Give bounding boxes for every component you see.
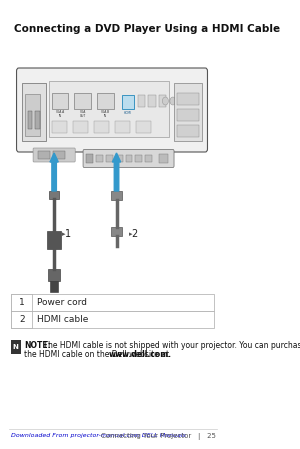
Bar <box>125 155 132 162</box>
Bar <box>73 121 88 133</box>
FancyBboxPatch shape <box>16 68 208 152</box>
Text: the HDMI cable on the Dell website at: the HDMI cable on the Dell website at <box>24 350 172 359</box>
Text: IN: IN <box>58 114 62 118</box>
Bar <box>25 94 40 136</box>
Circle shape <box>162 97 168 105</box>
Bar <box>177 109 199 121</box>
Bar <box>47 231 61 249</box>
Bar <box>122 95 134 109</box>
Bar <box>52 151 65 159</box>
Bar <box>11 294 214 311</box>
Bar <box>159 154 168 163</box>
Bar <box>52 121 67 133</box>
Text: VGA: VGA <box>80 110 86 114</box>
Bar <box>35 111 40 129</box>
Text: IN: IN <box>104 114 107 118</box>
Bar <box>86 154 93 163</box>
Bar <box>96 155 103 162</box>
Text: Downloaded From projector-manual.com DELL Manuals: Downloaded From projector-manual.com DEL… <box>11 433 185 439</box>
Bar <box>11 311 214 328</box>
Bar <box>106 155 113 162</box>
Text: OUT: OUT <box>80 114 86 118</box>
Text: www.dell.com.: www.dell.com. <box>108 350 171 359</box>
Bar <box>145 155 152 162</box>
Bar <box>48 269 60 281</box>
Bar <box>11 311 32 328</box>
Bar <box>22 83 46 141</box>
Bar <box>174 83 202 141</box>
Text: N: N <box>13 344 19 350</box>
Bar <box>177 93 199 105</box>
Bar <box>115 121 130 133</box>
Bar <box>138 95 145 107</box>
Text: NOTE:: NOTE: <box>24 341 51 350</box>
Text: The HDMI cable is not shipped with your projector. You can purchase: The HDMI cable is not shipped with your … <box>40 341 300 350</box>
Text: Connecting Your Projector   |   25: Connecting Your Projector | 25 <box>101 432 216 440</box>
Bar <box>11 340 21 354</box>
Bar <box>135 155 142 162</box>
Text: HDMI: HDMI <box>124 111 132 115</box>
Text: ▸: ▸ <box>62 231 66 237</box>
Bar <box>28 111 32 129</box>
Text: Connecting a DVD Player Using a HDMI Cable: Connecting a DVD Player Using a HDMI Cab… <box>14 24 280 34</box>
Bar <box>38 151 50 159</box>
Text: HDMI cable: HDMI cable <box>37 315 88 324</box>
Text: VGA-A: VGA-A <box>56 110 65 114</box>
Bar <box>111 227 122 236</box>
Bar <box>148 95 156 107</box>
Text: 2: 2 <box>132 229 138 239</box>
Bar <box>177 125 199 137</box>
Bar <box>136 121 151 133</box>
Bar <box>159 95 166 107</box>
Bar <box>49 81 169 137</box>
Text: VGA-B: VGA-B <box>101 110 110 114</box>
Text: 1: 1 <box>19 298 25 307</box>
Bar <box>11 294 32 311</box>
FancyBboxPatch shape <box>33 148 75 162</box>
FancyArrow shape <box>112 153 121 191</box>
FancyBboxPatch shape <box>83 150 174 167</box>
Bar <box>94 121 109 133</box>
Circle shape <box>170 97 176 105</box>
Bar <box>97 93 113 109</box>
Bar <box>49 191 59 199</box>
Text: 2: 2 <box>19 315 25 324</box>
Bar <box>74 93 91 109</box>
Bar <box>111 191 122 200</box>
Text: 1: 1 <box>65 229 71 239</box>
Text: Power cord: Power cord <box>37 298 87 307</box>
Bar <box>50 281 58 292</box>
Bar <box>116 155 122 162</box>
Bar <box>52 93 68 109</box>
FancyArrow shape <box>50 153 58 191</box>
Text: ▸: ▸ <box>128 231 132 237</box>
